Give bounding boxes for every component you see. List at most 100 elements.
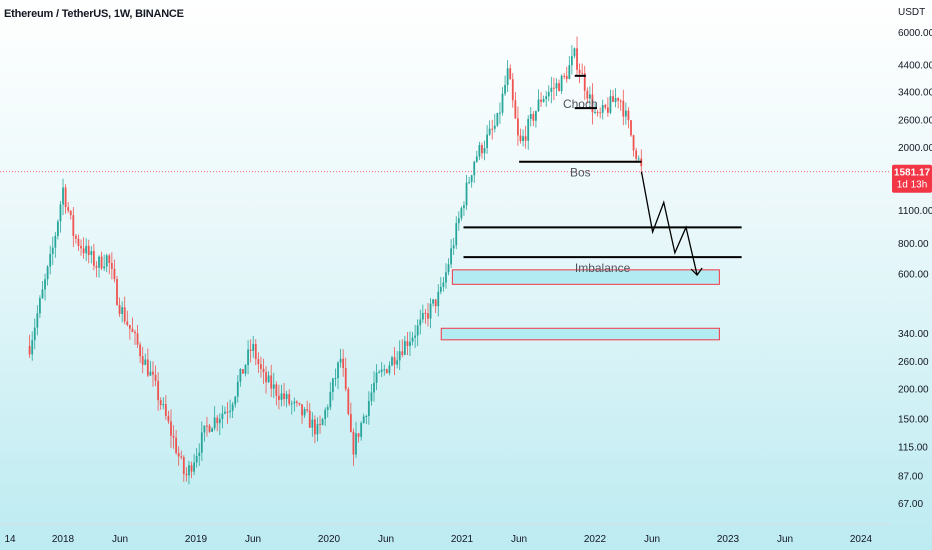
candle-body bbox=[470, 175, 473, 182]
y-tick-label: 600.00 bbox=[898, 269, 929, 280]
candle-body bbox=[486, 134, 488, 148]
candle-body bbox=[383, 369, 386, 371]
candle-body bbox=[185, 473, 188, 476]
candle-body bbox=[211, 428, 213, 432]
candle-body bbox=[280, 393, 283, 400]
candle-body bbox=[80, 245, 82, 249]
candle-body bbox=[200, 432, 203, 453]
candle-body bbox=[563, 75, 566, 77]
candle-body bbox=[270, 375, 273, 389]
candle-body bbox=[116, 279, 118, 305]
candle-body bbox=[74, 235, 77, 239]
candles bbox=[28, 36, 643, 485]
candle-body bbox=[496, 113, 499, 126]
candle-body bbox=[619, 100, 622, 102]
candle-body bbox=[329, 391, 332, 408]
candle-body bbox=[311, 419, 314, 428]
x-tick-label: Jun bbox=[777, 534, 793, 545]
candle-body bbox=[573, 48, 576, 57]
candle-body bbox=[617, 98, 620, 101]
x-tick-label: Jun bbox=[378, 534, 394, 545]
candle-body bbox=[362, 416, 365, 423]
candle-body bbox=[442, 282, 445, 287]
candle-body bbox=[609, 96, 612, 113]
candle-body bbox=[244, 365, 247, 374]
candle-body bbox=[406, 341, 409, 347]
supply-demand-zone bbox=[440, 327, 720, 341]
candle-body bbox=[267, 375, 270, 383]
candle-body bbox=[275, 384, 278, 396]
candle-body bbox=[535, 111, 537, 121]
candle-body bbox=[54, 235, 57, 248]
candle-body bbox=[175, 437, 178, 454]
candle-body bbox=[468, 181, 470, 183]
y-tick-label: 2000.00 bbox=[898, 143, 932, 154]
y-tick-label: 150.00 bbox=[898, 415, 929, 426]
candle-body bbox=[157, 380, 160, 401]
x-tick-label: 2020 bbox=[318, 534, 341, 545]
candle-body bbox=[465, 182, 468, 206]
candle-body bbox=[167, 415, 170, 422]
candle-body bbox=[113, 268, 116, 280]
candle-body bbox=[134, 331, 136, 334]
candle-body bbox=[139, 344, 142, 357]
candle-body bbox=[85, 245, 88, 254]
candle-body bbox=[265, 372, 267, 383]
candle-body bbox=[604, 104, 607, 108]
candle-body bbox=[193, 462, 196, 472]
candle-body bbox=[324, 409, 327, 420]
candle-body bbox=[463, 205, 465, 209]
candle-body bbox=[591, 94, 594, 113]
candle-body bbox=[334, 378, 337, 380]
candle-body bbox=[588, 94, 591, 99]
candle-body bbox=[262, 368, 265, 373]
candle-body bbox=[522, 136, 524, 142]
x-tick-label: 2019 bbox=[185, 534, 208, 545]
candle-body bbox=[349, 413, 352, 432]
candle-body bbox=[182, 457, 185, 474]
candle-body bbox=[46, 266, 49, 280]
candle-body bbox=[637, 158, 640, 160]
candle-body bbox=[547, 91, 550, 97]
candle-body bbox=[499, 112, 501, 114]
candle-body bbox=[501, 93, 504, 113]
candle-body bbox=[457, 218, 460, 224]
candle-body bbox=[524, 136, 527, 141]
candle-body bbox=[39, 298, 41, 314]
candle-body bbox=[514, 100, 517, 119]
candle-body bbox=[614, 98, 617, 103]
candle-body bbox=[285, 394, 288, 400]
candle-body bbox=[491, 128, 494, 130]
candle-body bbox=[249, 349, 252, 351]
candle-body bbox=[290, 403, 293, 405]
projection-arrow-head bbox=[690, 267, 703, 277]
candle-body bbox=[622, 100, 625, 117]
candle-body bbox=[146, 359, 149, 376]
candle-body bbox=[427, 313, 429, 319]
candle-body bbox=[36, 313, 39, 328]
chart-title: Ethereum / TetherUS, 1W, BINANCE bbox=[4, 8, 184, 20]
candle-body bbox=[257, 359, 260, 365]
candle-body bbox=[231, 404, 234, 411]
candle-body bbox=[326, 407, 329, 410]
candle-body bbox=[519, 135, 522, 142]
candle-body bbox=[69, 210, 72, 216]
candle-body bbox=[455, 223, 458, 246]
candle-body bbox=[226, 411, 229, 413]
candle-body bbox=[149, 371, 152, 376]
candle-body bbox=[62, 187, 64, 205]
candle-body bbox=[403, 341, 406, 355]
candle-body bbox=[627, 110, 630, 121]
candle-body bbox=[221, 413, 224, 419]
x-tick-label: Jun bbox=[245, 534, 261, 545]
x-tick-label: Jun bbox=[511, 534, 527, 545]
candle-body bbox=[67, 207, 70, 211]
candle-body bbox=[216, 417, 219, 424]
candle-body bbox=[198, 452, 201, 456]
candle-body bbox=[511, 79, 514, 101]
x-tick-label: 2022 bbox=[584, 534, 607, 545]
candle-body bbox=[347, 389, 350, 414]
y-tick-label: 200.00 bbox=[898, 384, 929, 395]
candle-body bbox=[596, 111, 599, 113]
